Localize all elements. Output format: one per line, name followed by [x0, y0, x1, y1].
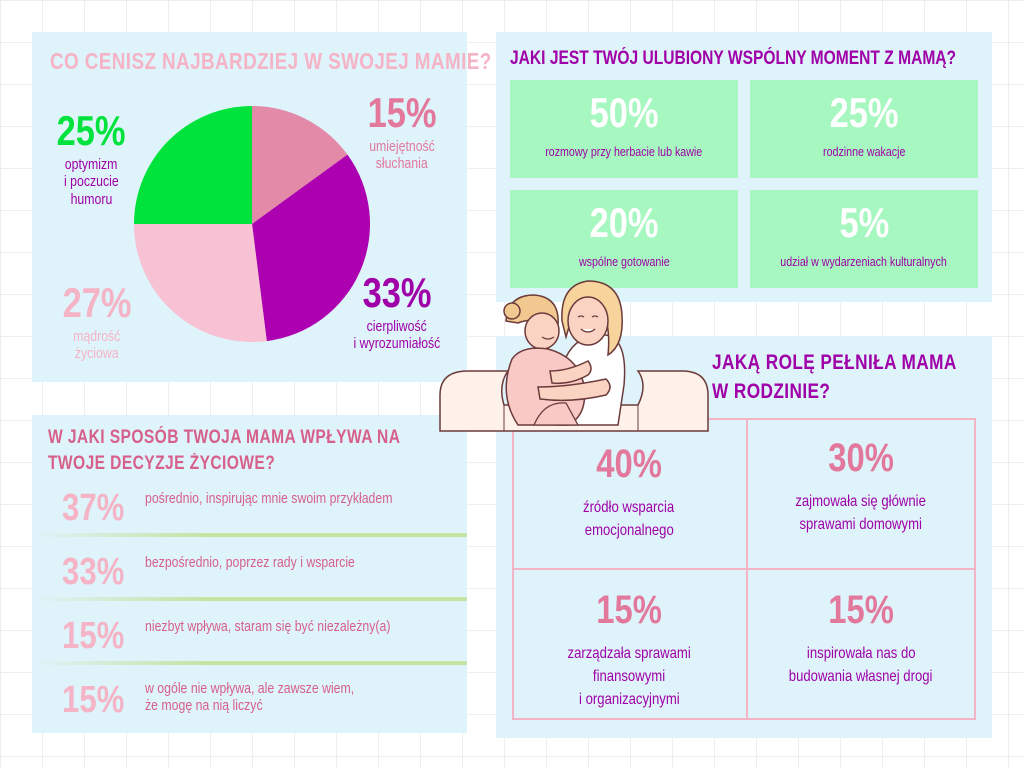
row-divider [32, 661, 467, 665]
influence-row: 15% niezbyt wpływa, staram się być nieza… [32, 605, 467, 665]
influence-row: 37% pośrednio, inspirując mnie swoim prz… [32, 477, 467, 537]
role-cell: 15% inspirowała nas do budowania własnej … [789, 588, 933, 686]
moments-title: JAKI JEST TWÓJ ULUBIONY WSPÓLNY MOMENT Z… [510, 48, 957, 69]
pie-label-patience: 33% cierpliwość i wyrozumiałość [353, 269, 441, 353]
pie-label-humor: 25% optymizm i poczucie humoru [56, 107, 126, 208]
values-panel: CO CENISZ NAJBARDZIEJ W SWOJEJ MAMIE? 25… [32, 32, 491, 382]
mother-child-illustration [439, 280, 709, 432]
pie-slice [134, 106, 252, 224]
influence-panel: W JAKI SPOSÓB TWOJA MAMA WPŁYWA NA TWOJE… [32, 415, 467, 733]
role-cell: 15% zarządzała sprawami finansowymi i orga… [567, 588, 691, 709]
influence-row: 33% bezpośrednio, poprzez rady i wsparci… [32, 541, 467, 601]
values-pie-chart [134, 106, 371, 343]
influence-title: W JAKI SPOSÓB TWOJA MAMA WPŁYWA NA TWOJE… [48, 427, 401, 474]
pie-slice [134, 224, 267, 343]
role-cell: 40% źródło wsparcia emocjonalnego [583, 442, 675, 540]
pie-slice [252, 106, 348, 224]
row-divider [32, 597, 467, 601]
moment-card: 20% wspólne gotowanie [510, 190, 738, 288]
row-divider [32, 533, 467, 537]
values-title: CO CENISZ NAJBARDZIEJ W SWOJEJ MAMIE? [50, 48, 492, 74]
moments-panel: JAKI JEST TWÓJ ULUBIONY WSPÓLNY MOMENT Z… [496, 32, 992, 302]
moment-card: 25% rodzinne wakacje [750, 80, 978, 178]
pie-label-listening: 15% umiejętność słuchania [367, 89, 437, 173]
role-title: JAKĄ ROLĘ PEŁNIŁA MAMA W RODZINIE? [712, 351, 957, 404]
pie-slice [252, 154, 371, 342]
role-cell: 30% zajmowała się głównie sprawami domowy… [795, 436, 927, 534]
influence-row: 15% w ogóle nie wpływa, ale zawsze wiem,… [62, 679, 355, 721]
moment-card: 50% rozmowy przy herbacie lub kawie [510, 80, 738, 178]
pie-label-wisdom: 27% mądrość życiowa [62, 279, 132, 363]
role-grid: 40% źródło wsparcia emocjonalnego 30% zaj… [512, 418, 976, 720]
moment-card: 5% udział w wydarzeniach kulturalnych [750, 190, 978, 288]
